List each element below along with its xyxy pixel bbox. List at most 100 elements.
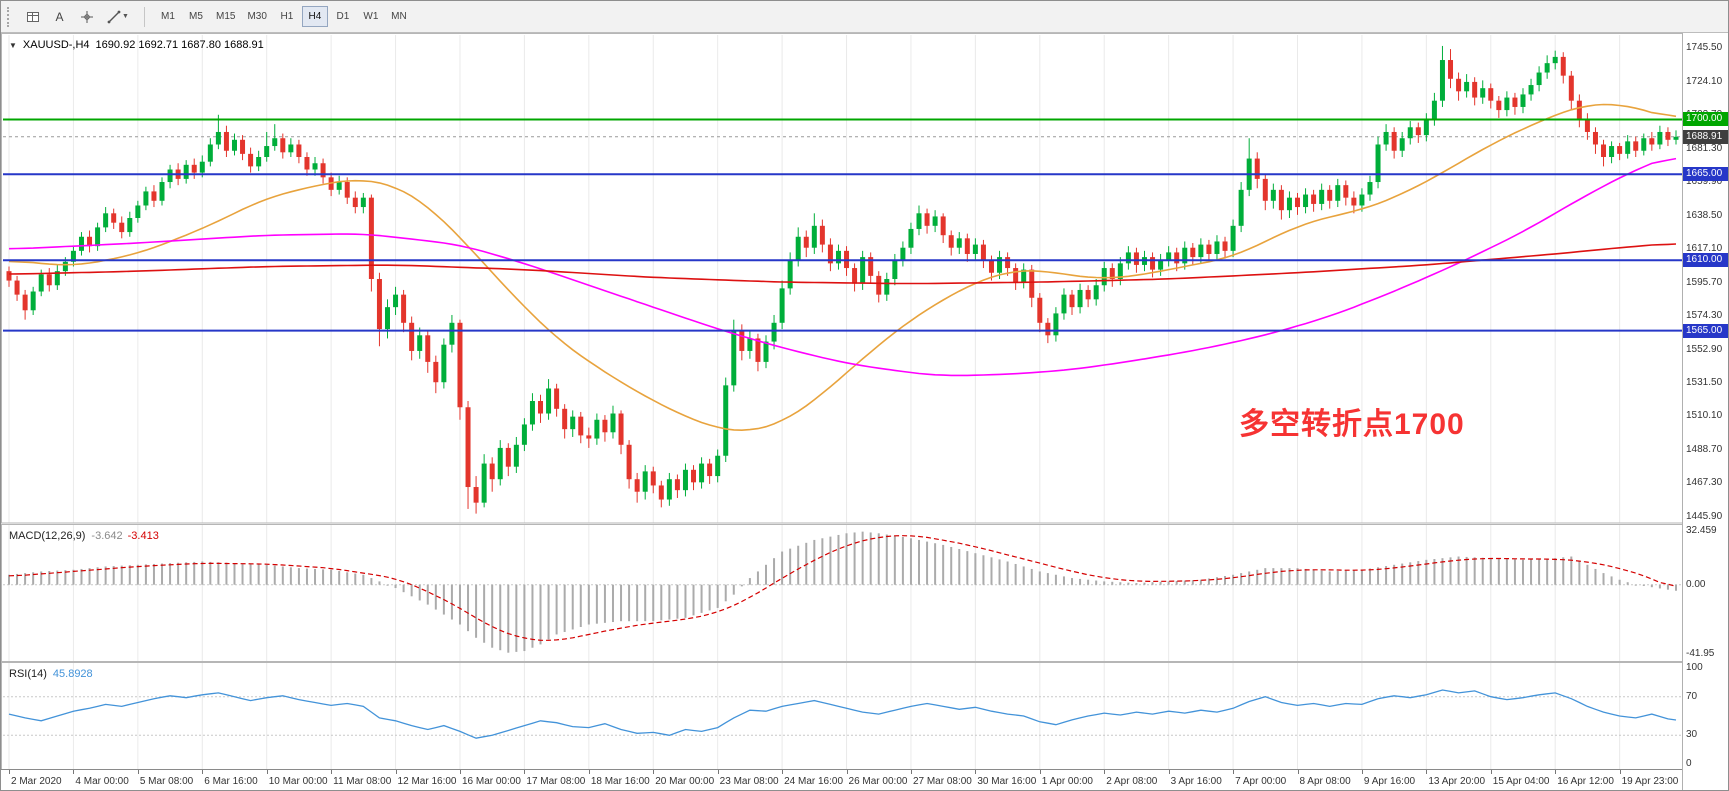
rsi-axis-label: 30 (1686, 729, 1698, 741)
rsi-value: 45.8928 (52, 668, 93, 680)
horizontal-level-lines[interactable] (3, 118, 1682, 332)
time-axis-label: 30 Mar 16:00 (977, 776, 1037, 787)
macd-axis-label: -41.95 (1686, 648, 1715, 660)
draw-tools-button[interactable]: ▼ (101, 5, 135, 29)
time-axis-label: 13 Apr 20:00 (1428, 776, 1486, 787)
time-axis-label: 20 Mar 00:00 (655, 776, 715, 787)
timeframe-button-m15[interactable]: M15 (211, 6, 240, 27)
time-axis-label: 23 Mar 08:00 (719, 776, 779, 787)
price-axis-label: 1445.90 (1686, 510, 1723, 522)
macd-axis-label: 0.00 (1686, 578, 1706, 590)
timeframe-button-mn[interactable]: MN (386, 6, 412, 27)
timeframe-buttons: M1 M5 M15 M30 H1 H4 D1 W1 MN (154, 6, 413, 27)
time-axis-tick (1168, 770, 1170, 774)
timeframe-button-m5[interactable]: M5 (183, 6, 209, 27)
rsi-panel (3, 689, 1682, 739)
chart-ohlc-values: 1690.92 1692.71 1687.80 1688.91 (95, 39, 264, 51)
time-axis-label: 6 Mar 16:00 (204, 776, 258, 787)
time-axis-tick (1426, 770, 1428, 774)
price-axis-label: 1574.30 (1686, 310, 1723, 322)
time-axis-label: 15 Apr 04:00 (1492, 776, 1550, 787)
price-axis-label: 1595.70 (1686, 276, 1723, 288)
macd-panel (3, 531, 1682, 653)
price-axis-label: 1531.50 (1686, 377, 1723, 388)
time-axis-tick (1555, 770, 1557, 774)
text-tool-label: A (55, 9, 64, 24)
timeframe-button-m1[interactable]: M1 (155, 6, 181, 27)
time-axis-label: 8 Apr 08:00 (1299, 776, 1351, 787)
price-axis-label: 1745.50 (1686, 42, 1723, 54)
time-axis[interactable]: 2 Mar 2020 4 Mar 00:00 5 Mar 08:00 6 Mar 16… (1, 769, 1684, 790)
rsi-indicator-label: RSI(14) 45.8928 (9, 668, 93, 680)
crosshair-icon[interactable] (74, 5, 99, 29)
time-axis-tick (137, 770, 139, 774)
time-axis-label: 3 Apr 16:00 (1170, 776, 1222, 787)
price-axis-label: 1659.90 (1686, 176, 1723, 188)
gridlines (3, 35, 1682, 769)
time-axis-tick (331, 770, 333, 774)
time-axis-label: 7 Apr 00:00 (1235, 776, 1287, 787)
price-axis-label: 1552.90 (1686, 343, 1723, 355)
timeframe-button-h1[interactable]: H1 (274, 6, 300, 27)
dropdown-caret-icon: ▼ (122, 13, 129, 20)
price-axis-label: 1724.10 (1686, 75, 1723, 87)
time-axis-tick (782, 770, 784, 774)
moving-averages (8, 103, 1677, 432)
price-axis-label: 1617.10 (1686, 243, 1723, 255)
time-axis-label: 16 Mar 00:00 (461, 776, 521, 787)
toolbar: A ▼ M1 M5 M15 M30 H1 H4 D1 W1 MN (1, 1, 1728, 33)
current-price-badge: 1688.91 (1683, 129, 1728, 144)
time-axis-tick (395, 770, 397, 774)
timeframe-button-h4[interactable]: H4 (301, 6, 328, 27)
macd-signal-value: -3.413 (127, 530, 159, 542)
chevron-down-icon: ▼ (9, 40, 17, 50)
time-axis-label: 16 Apr 12:00 (1557, 776, 1614, 787)
rsi-name: RSI(14) (9, 668, 47, 680)
time-axis-tick (73, 770, 75, 774)
time-axis-label: 11 Mar 08:00 (333, 776, 392, 787)
macd-indicator-label: MACD(12,26,9) -3.642 -3.413 (9, 530, 159, 542)
time-axis-label: 26 Mar 00:00 (848, 776, 908, 787)
time-axis-label: 12 Mar 16:00 (397, 776, 457, 787)
time-axis-label: 2 Apr 08:00 (1106, 776, 1158, 787)
time-axis-tick (717, 770, 719, 774)
chart-title: ▼ XAUUSD-,H4 1690.92 1692.71 1687.80 168… (9, 39, 264, 51)
timeframe-button-d1[interactable]: D1 (330, 6, 356, 27)
time-axis-tick (1619, 770, 1621, 774)
rsi-axis-label: 0 (1686, 758, 1692, 770)
chart-grid-icon[interactable] (20, 5, 45, 29)
price-level-badge: 1610.00 (1683, 253, 1728, 268)
time-axis-tick (266, 770, 268, 774)
price-level-badge: 1700.00 (1683, 112, 1728, 127)
timeframe-button-m30[interactable]: M30 (242, 6, 271, 27)
time-axis-label: 9 Apr 16:00 (1363, 776, 1416, 787)
price-axis[interactable]: 1745.501724.101702.701681.301659.901638.… (1682, 33, 1728, 790)
rsi-axis-label: 70 (1686, 690, 1698, 702)
time-axis-tick (459, 770, 461, 774)
ma-slow-red (8, 243, 1677, 285)
chart-symbol-period: XAUUSD-,H4 (22, 39, 90, 51)
time-axis-tick (1490, 770, 1492, 774)
chart-text-annotation[interactable]: 多空转折点1700 (1239, 408, 1465, 441)
time-axis-label: 10 Mar 00:00 (268, 776, 328, 787)
crosshair-icon (80, 10, 93, 23)
price-level-badge: 1565.00 (1683, 323, 1728, 338)
macd-value: -3.642 (91, 530, 123, 542)
time-axis-label: 2 Mar 2020 (11, 776, 62, 787)
time-axis-label: 24 Mar 16:00 (784, 776, 844, 787)
timeframe-button-w1[interactable]: W1 (358, 6, 384, 27)
time-axis-tick (975, 770, 977, 774)
time-axis-tick (524, 770, 526, 774)
time-axis-tick (9, 770, 10, 774)
text-tool-button[interactable]: A (47, 5, 72, 29)
chart-canvas[interactable] (1, 33, 1729, 791)
time-axis-label: 19 Apr 23:00 (1621, 776, 1679, 787)
time-axis-label: 4 Mar 00:00 (75, 776, 129, 787)
toolbar-grip[interactable] (7, 6, 13, 27)
time-axis-label: 1 Apr 00:00 (1041, 776, 1093, 787)
macd-axis-label: 32.459 (1686, 524, 1717, 536)
time-axis-tick (1039, 770, 1041, 774)
time-axis-label: 18 Mar 16:00 (590, 776, 650, 787)
price-axis-label: 1638.50 (1686, 209, 1723, 221)
